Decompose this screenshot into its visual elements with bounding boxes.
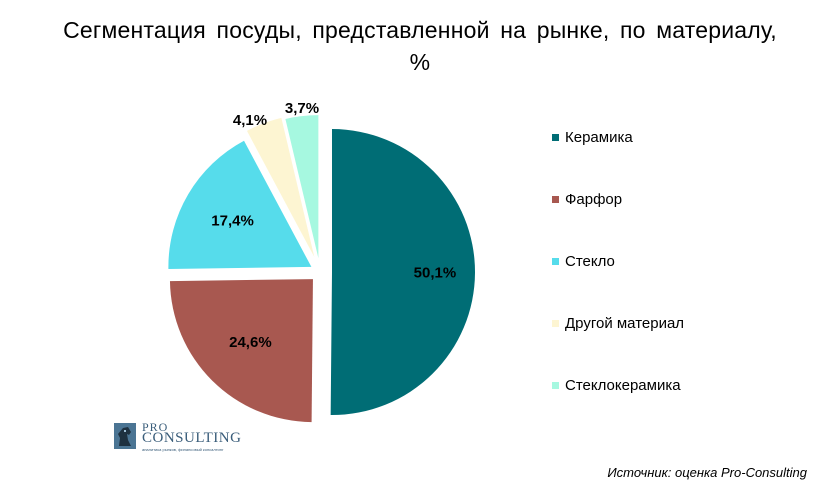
legend-label-4: Другой материал bbox=[565, 315, 685, 332]
data-label-4: 4,1% bbox=[233, 112, 267, 129]
legend-item-4: Другой материал bbox=[552, 314, 684, 334]
pie-slices bbox=[168, 115, 476, 423]
pie-slice-2 bbox=[169, 279, 313, 423]
legend-swatch-4 bbox=[552, 319, 559, 327]
data-label-3: 17,4% bbox=[211, 212, 254, 229]
legend-swatch-1 bbox=[552, 133, 559, 141]
legend-swatch-3 bbox=[552, 257, 559, 265]
knight-logo-icon bbox=[114, 423, 136, 449]
chart-title: Сегментация посуды, представленной на ры… bbox=[63, 17, 777, 75]
data-label-1: 50,1% bbox=[414, 265, 457, 282]
legend-item-2: Фарфор bbox=[552, 190, 622, 210]
logo-text-pro: PRO bbox=[142, 420, 169, 434]
legend-label-5: Стеклокерамика bbox=[565, 377, 681, 394]
legend-item-1: Керамика bbox=[552, 128, 633, 148]
pie-slice-5 bbox=[285, 115, 319, 259]
logo-tagline: аналитика рынков, финансовый консалтинг bbox=[142, 447, 224, 452]
pie-slice-3 bbox=[168, 140, 312, 269]
data-label-2: 24,6% bbox=[229, 334, 272, 351]
pro-consulting-logo: PRO CONSULTING аналитика рынков, финансо… bbox=[114, 420, 244, 454]
pie-slice-1 bbox=[330, 129, 476, 416]
pie-slice-4 bbox=[246, 117, 315, 258]
source-note: Источник: оценка Pro-Consulting bbox=[607, 465, 807, 480]
legend-swatch-2 bbox=[552, 195, 559, 203]
data-label-5: 3,7% bbox=[285, 100, 319, 117]
logo-text-consulting: CONSULTING bbox=[142, 430, 242, 446]
legend-item-5: Стеклокерамика bbox=[552, 376, 681, 396]
pie-data-labels: 50,1% 24,6% 17,4% 4,1% 3,7% bbox=[211, 100, 456, 351]
legend-swatch-5 bbox=[552, 381, 559, 389]
legend-item-3: Стекло bbox=[552, 252, 615, 272]
legend-label-2: Фарфор bbox=[565, 191, 623, 208]
legend-label-3: Стекло bbox=[565, 253, 615, 270]
legend-label-1: Керамика bbox=[565, 129, 633, 146]
